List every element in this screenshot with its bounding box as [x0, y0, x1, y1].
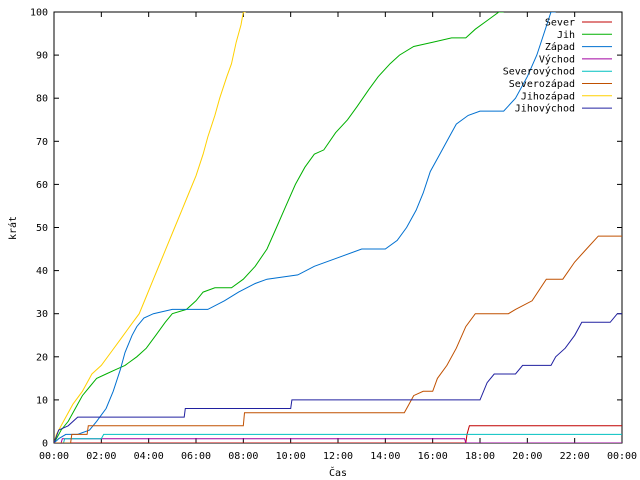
- x-axis-label: Čas: [329, 466, 347, 479]
- series-line-2: [54, 12, 504, 443]
- legend-label: Jihovýchod: [515, 103, 575, 115]
- series-line-8: [54, 313, 622, 443]
- y-tick-label: 80: [36, 94, 48, 105]
- series-line-5: [54, 433, 622, 443]
- y-tick-label: 70: [36, 137, 48, 148]
- x-tick-label: 06:00: [181, 451, 211, 462]
- y-axis: 0 10 20 30 40 50 60 70 80 90 100: [30, 8, 622, 450]
- series-layer: [54, 12, 622, 443]
- legend: SeverJihZápadVýchodSeverovýchodSeverozáp…: [503, 18, 612, 115]
- x-tick-label: 22:00: [560, 451, 590, 462]
- x-tick-label: 12:00: [323, 451, 353, 462]
- legend-label: Sever: [545, 18, 575, 29]
- series-line-6: [54, 235, 622, 443]
- y-tick-label: 100: [30, 8, 48, 19]
- x-tick-label: 18:00: [465, 451, 495, 462]
- x-tick-label: 16:00: [418, 451, 448, 462]
- y-tick-label: 40: [36, 266, 48, 277]
- x-tick-label: 10:00: [276, 451, 306, 462]
- y-axis-label: krát: [7, 216, 19, 240]
- legend-label: Severozápad: [509, 78, 575, 90]
- x-tick-label: 14:00: [370, 451, 400, 462]
- x-axis: 00:00 02:00 04:00 06:00 08:00 10:00 12:00 14:00…: [39, 12, 637, 462]
- legend-label: Západ: [545, 41, 575, 53]
- series-line-7: [54, 12, 246, 443]
- x-tick-label: 02:00: [86, 451, 116, 462]
- legend-label: Jihozápad: [521, 90, 575, 102]
- y-tick-label: 90: [36, 51, 48, 62]
- y-tick-label: 10: [36, 395, 48, 406]
- x-tick-label: 08:00: [228, 451, 258, 462]
- x-tick-label: 00:00: [39, 451, 69, 462]
- legend-label: Severovýchod: [503, 66, 575, 78]
- legend-label: Jih: [557, 30, 575, 41]
- y-tick-label: 20: [36, 352, 48, 363]
- series-line-3: [54, 12, 556, 443]
- y-tick-label: 0: [42, 439, 48, 450]
- x-tick-label: 00:00: [607, 451, 637, 462]
- y-tick-label: 30: [36, 309, 48, 320]
- y-tick-label: 60: [36, 180, 48, 191]
- y-tick-label: 50: [36, 223, 48, 234]
- x-tick-label: 04:00: [134, 451, 164, 462]
- legend-label: Východ: [539, 53, 575, 65]
- x-tick-label: 20:00: [512, 451, 542, 462]
